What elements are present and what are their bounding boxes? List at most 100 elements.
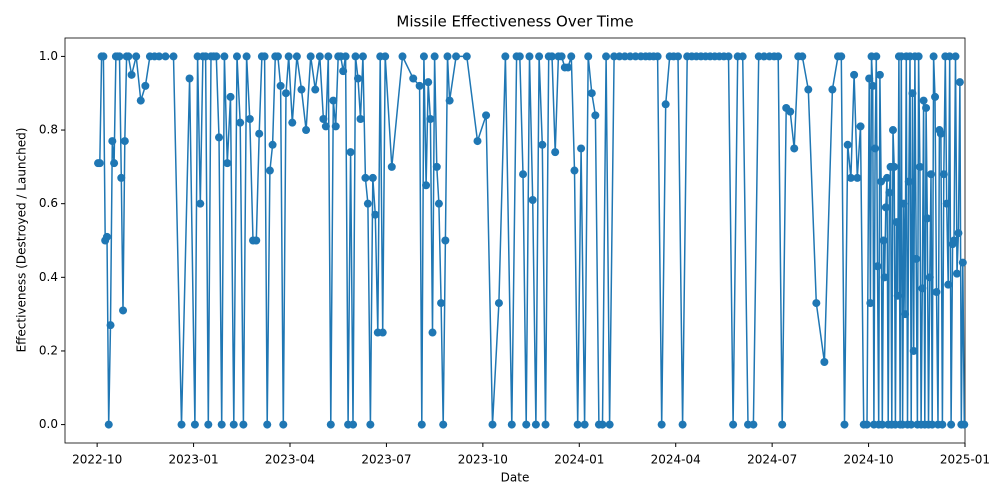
x-tick-label: 2023-10	[458, 453, 508, 467]
x-tick-label: 2023-04	[265, 453, 315, 467]
marker	[820, 358, 829, 366]
marker	[185, 74, 194, 83]
marker	[862, 420, 871, 429]
marker	[417, 420, 426, 429]
marker	[104, 420, 113, 429]
marker	[288, 118, 297, 127]
marker	[177, 420, 186, 429]
marker	[217, 420, 226, 429]
marker	[443, 52, 452, 61]
marker	[598, 420, 607, 429]
marker	[883, 173, 892, 182]
x-tick-label: 2022-10	[72, 453, 122, 467]
marker	[381, 52, 390, 61]
marker	[371, 210, 380, 219]
marker	[925, 273, 934, 282]
marker	[856, 122, 865, 131]
marker	[519, 170, 528, 179]
marker	[919, 96, 928, 105]
marker	[749, 420, 758, 429]
marker	[120, 137, 129, 146]
marker	[922, 103, 931, 112]
marker	[190, 420, 199, 429]
marker	[774, 52, 783, 61]
marker	[141, 81, 150, 90]
marker	[346, 148, 355, 157]
marker	[341, 52, 350, 61]
marker	[494, 299, 503, 308]
marker	[439, 420, 448, 429]
marker	[927, 170, 936, 179]
marker	[724, 52, 733, 61]
marker	[538, 140, 547, 149]
marker	[339, 67, 348, 76]
marker	[297, 85, 306, 94]
marker	[879, 236, 888, 245]
marker	[306, 52, 315, 61]
marker	[828, 85, 837, 94]
marker	[951, 52, 960, 61]
marker	[441, 236, 450, 245]
marker	[326, 420, 335, 429]
marker	[944, 280, 953, 289]
marker	[564, 63, 573, 72]
marker	[452, 52, 461, 61]
marker	[929, 52, 938, 61]
marker	[960, 420, 969, 429]
marker	[263, 420, 272, 429]
marker	[942, 199, 951, 208]
marker	[204, 420, 213, 429]
marker	[904, 177, 913, 186]
marker	[890, 162, 899, 171]
marker	[265, 166, 274, 175]
marker	[931, 92, 940, 101]
marker	[871, 144, 880, 153]
marker	[912, 254, 921, 263]
marker	[840, 420, 849, 429]
marker	[434, 199, 443, 208]
marker	[868, 81, 877, 90]
marker	[161, 52, 170, 61]
marker	[932, 288, 941, 297]
marker	[321, 122, 330, 131]
marker	[873, 262, 882, 271]
marker	[846, 173, 855, 182]
marker	[351, 52, 360, 61]
marker	[939, 170, 948, 179]
marker	[674, 52, 683, 61]
marker	[892, 218, 901, 227]
x-tick-label: 2024-10	[844, 453, 894, 467]
marker	[220, 52, 229, 61]
marker	[729, 420, 738, 429]
marker	[226, 92, 235, 101]
marker	[302, 126, 311, 135]
marker	[324, 52, 333, 61]
chart-title: Missile Effectiveness Over Time	[396, 13, 633, 31]
marker	[790, 144, 799, 153]
marker	[850, 70, 859, 79]
marker	[124, 52, 133, 61]
marker	[918, 284, 927, 293]
marker	[482, 111, 491, 120]
marker	[880, 273, 889, 282]
marker	[877, 177, 886, 186]
marker	[907, 420, 916, 429]
marker	[522, 420, 531, 429]
marker	[232, 52, 241, 61]
marker	[260, 52, 269, 61]
marker	[899, 199, 908, 208]
marker	[786, 107, 795, 116]
marker	[587, 89, 596, 98]
marker	[106, 321, 115, 330]
marker	[945, 52, 954, 61]
marker	[315, 52, 324, 61]
x-tick-label: 2024-01	[554, 453, 604, 467]
marker	[437, 299, 446, 308]
marker	[488, 420, 497, 429]
marker	[531, 420, 540, 429]
marker	[99, 52, 108, 61]
x-tick-label: 2025-01	[940, 453, 990, 467]
marker	[119, 306, 128, 315]
marker	[115, 52, 124, 61]
marker	[507, 420, 516, 429]
